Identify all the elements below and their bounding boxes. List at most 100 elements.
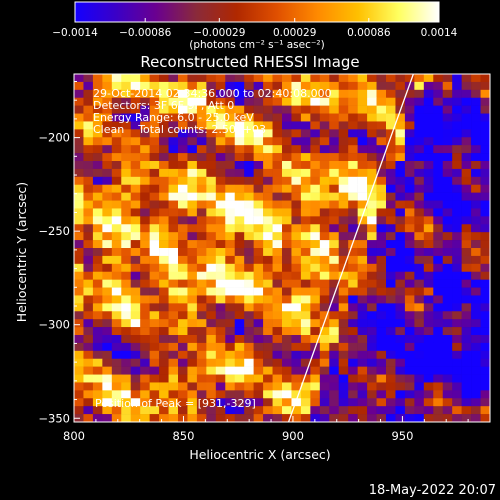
heatmap-cell: [395, 350, 406, 360]
heatmap-cell: [74, 168, 84, 178]
heatmap-cell: [423, 121, 434, 130]
heatmap-cell: [395, 240, 406, 249]
heatmap-cell: [367, 168, 377, 178]
heatmap-cell: [121, 216, 132, 225]
heatmap-cell: [196, 113, 207, 122]
heatmap-cell: [367, 279, 377, 288]
heatmap-cell: [206, 390, 217, 399]
heatmap-cell: [329, 255, 340, 265]
heatmap-cell: [159, 414, 169, 422]
heatmap-cell: [291, 335, 302, 344]
heatmap-cell: [168, 208, 179, 217]
heatmap-cell: [130, 319, 141, 328]
heatmap-cell: [244, 271, 254, 280]
heatmap-cell: [357, 129, 368, 138]
heatmap-cell: [263, 74, 273, 83]
heatmap-cell: [461, 255, 472, 265]
heatmap-cell: [319, 390, 330, 399]
heatmap-cell: [386, 382, 396, 391]
heatmap-cell: [291, 184, 302, 193]
heatmap-cell: [178, 224, 188, 233]
heatmap-cell: [348, 232, 358, 241]
heatmap-cell: [433, 335, 444, 344]
heatmap-cell: [215, 105, 226, 114]
heatmap-cell: [395, 121, 406, 130]
heatmap-cell: [196, 137, 207, 146]
heatmap-cell: [140, 248, 150, 257]
heatmap-cell: [282, 216, 292, 225]
heatmap-cell: [130, 240, 141, 249]
heatmap-cell: [206, 398, 217, 407]
heatmap-cell: [423, 208, 434, 217]
heatmap-cell: [480, 161, 490, 170]
heatmap-cell: [225, 382, 236, 391]
heatmap-cell: [206, 382, 217, 391]
heatmap-cell: [253, 74, 264, 83]
heatmap-cell: [442, 271, 453, 280]
heatmap-cell: [215, 398, 226, 407]
heatmap-cell: [310, 224, 321, 233]
heatmap-cell: [433, 81, 444, 91]
heatmap-cell: [83, 390, 94, 399]
heatmap-cell: [367, 137, 377, 146]
colorbar: −0.0014 −0.00086 −0.00029 0.00029 0.00086 0.0…: [52, 1, 458, 51]
heatmap-cell: [234, 350, 245, 360]
heatmap-cell: [102, 168, 113, 178]
heatmap-cell: [140, 208, 150, 217]
heatmap-cell: [442, 287, 453, 296]
heatmap-cell: [130, 398, 141, 407]
heatmap-cell: [74, 184, 84, 193]
heatmap-cell: [159, 97, 169, 106]
heatmap-cell: [149, 89, 160, 99]
heatmap-cell: [92, 342, 103, 352]
heatmap-cell: [480, 176, 490, 186]
heatmap-cell: [300, 319, 311, 328]
heatmap-cell: [253, 390, 264, 399]
heatmap-cell: [452, 342, 462, 352]
heatmap-cell: [357, 303, 368, 312]
heatmap-cell: [215, 358, 226, 367]
heatmap-cell: [130, 200, 141, 209]
heatmap-cell: [187, 232, 198, 241]
heatmap-cell: [348, 208, 358, 217]
colorbar-tick-label: −0.00029: [193, 27, 245, 39]
heatmap-cell: [282, 295, 292, 304]
heatmap-cell: [338, 319, 349, 328]
heatmap-cell: [102, 153, 113, 162]
solar-limb-line: [287, 74, 414, 422]
heatmap-cell: [83, 74, 94, 83]
heatmap-cell: [102, 137, 113, 146]
heatmap-cell: [442, 263, 453, 273]
heatmap-cell: [357, 255, 368, 265]
heatmap-cell: [329, 414, 340, 422]
heatmap-cell: [386, 390, 396, 399]
heatmap-cell: [244, 279, 254, 288]
heatmap-cell: [348, 255, 358, 265]
heatmap-cell: [461, 200, 472, 209]
heatmap-cell: [234, 303, 245, 312]
heatmap-cell: [300, 153, 311, 162]
heatmap-cell: [310, 208, 321, 217]
heatmap-cell: [149, 192, 160, 201]
heatmap-cell: [310, 366, 321, 375]
heatmap-cell: [253, 145, 264, 154]
heatmap-cell: [130, 105, 141, 114]
heatmap-cell: [187, 105, 198, 114]
x-axis-label: Heliocentric X (arcsec): [189, 447, 330, 462]
heatmap-cell: [310, 105, 321, 114]
heatmap-cell: [234, 287, 245, 296]
heatmap-cell: [442, 366, 453, 375]
heatmap-cell: [272, 382, 283, 391]
heatmap-cell: [83, 358, 94, 367]
heatmap-cell: [130, 311, 141, 320]
heatmap-cell: [111, 192, 122, 201]
heatmap-cell: [414, 200, 425, 209]
heatmap-cell: [149, 327, 160, 336]
heatmap-cell: [442, 382, 453, 391]
heatmap-cell: [215, 137, 226, 146]
heatmap-cell: [386, 121, 396, 130]
heatmap-cell: [111, 295, 122, 304]
heatmap-cell: [111, 271, 122, 280]
heatmap-cell: [357, 279, 368, 288]
heatmap-cell: [404, 89, 415, 99]
